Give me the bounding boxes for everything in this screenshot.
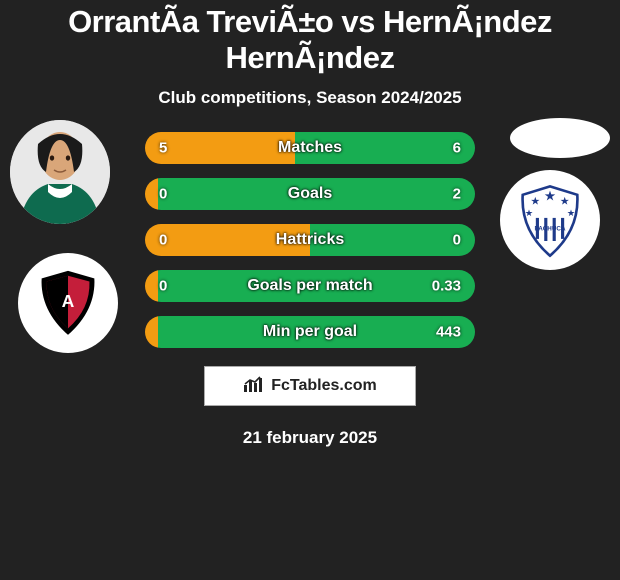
stat-bar: Matches 5 6 (145, 132, 475, 164)
stat-bar-right-value: 0.33 (432, 278, 461, 295)
stat-bar-left-value: 0 (159, 186, 167, 203)
stats-bar-list: Matches56Goals02Hattricks00Goals per mat… (0, 132, 620, 348)
brand-badge[interactable]: FcTables.com (204, 366, 416, 406)
stat-bar-left-fill (145, 132, 295, 164)
stat-bar-label: Matches (278, 139, 342, 157)
stat-bar-left-value: 0 (159, 232, 167, 249)
stat-bar-left-value: 0 (159, 278, 167, 295)
comparison-subtitle: Club competitions, Season 2024/2025 (0, 88, 620, 108)
brand-label: FcTables.com (271, 377, 377, 395)
stat-bar-right-value: 443 (436, 324, 461, 341)
stat-bar-left-fill (145, 270, 158, 302)
stat-bar: Goals per match 0 0.33 (145, 270, 475, 302)
stat-bar-label: Goals per match (247, 277, 372, 295)
stat-bar: Min per goal 443 (145, 316, 475, 348)
stat-bar-label: Goals (288, 185, 332, 203)
comparison-date: 21 february 2025 (0, 428, 620, 448)
comparison-title: OrrantÃ­a TreviÃ±o vs HernÃ¡ndez HernÃ¡n… (0, 0, 620, 76)
stat-bar-right-value: 2 (453, 186, 461, 203)
barline-chart-icon (243, 375, 265, 398)
stat-bar-left-fill (145, 178, 158, 210)
stat-bar-right-value: 6 (453, 140, 461, 157)
stat-bar-label: Min per goal (263, 323, 357, 341)
stat-bar-label: Hattricks (276, 231, 344, 249)
stat-bar-left-fill (145, 316, 158, 348)
stat-bar: Hattricks 0 0 (145, 224, 475, 256)
stat-bar: Goals 0 2 (145, 178, 475, 210)
stat-bar-left-value: 5 (159, 140, 167, 157)
stat-bar-right-value: 0 (453, 232, 461, 249)
